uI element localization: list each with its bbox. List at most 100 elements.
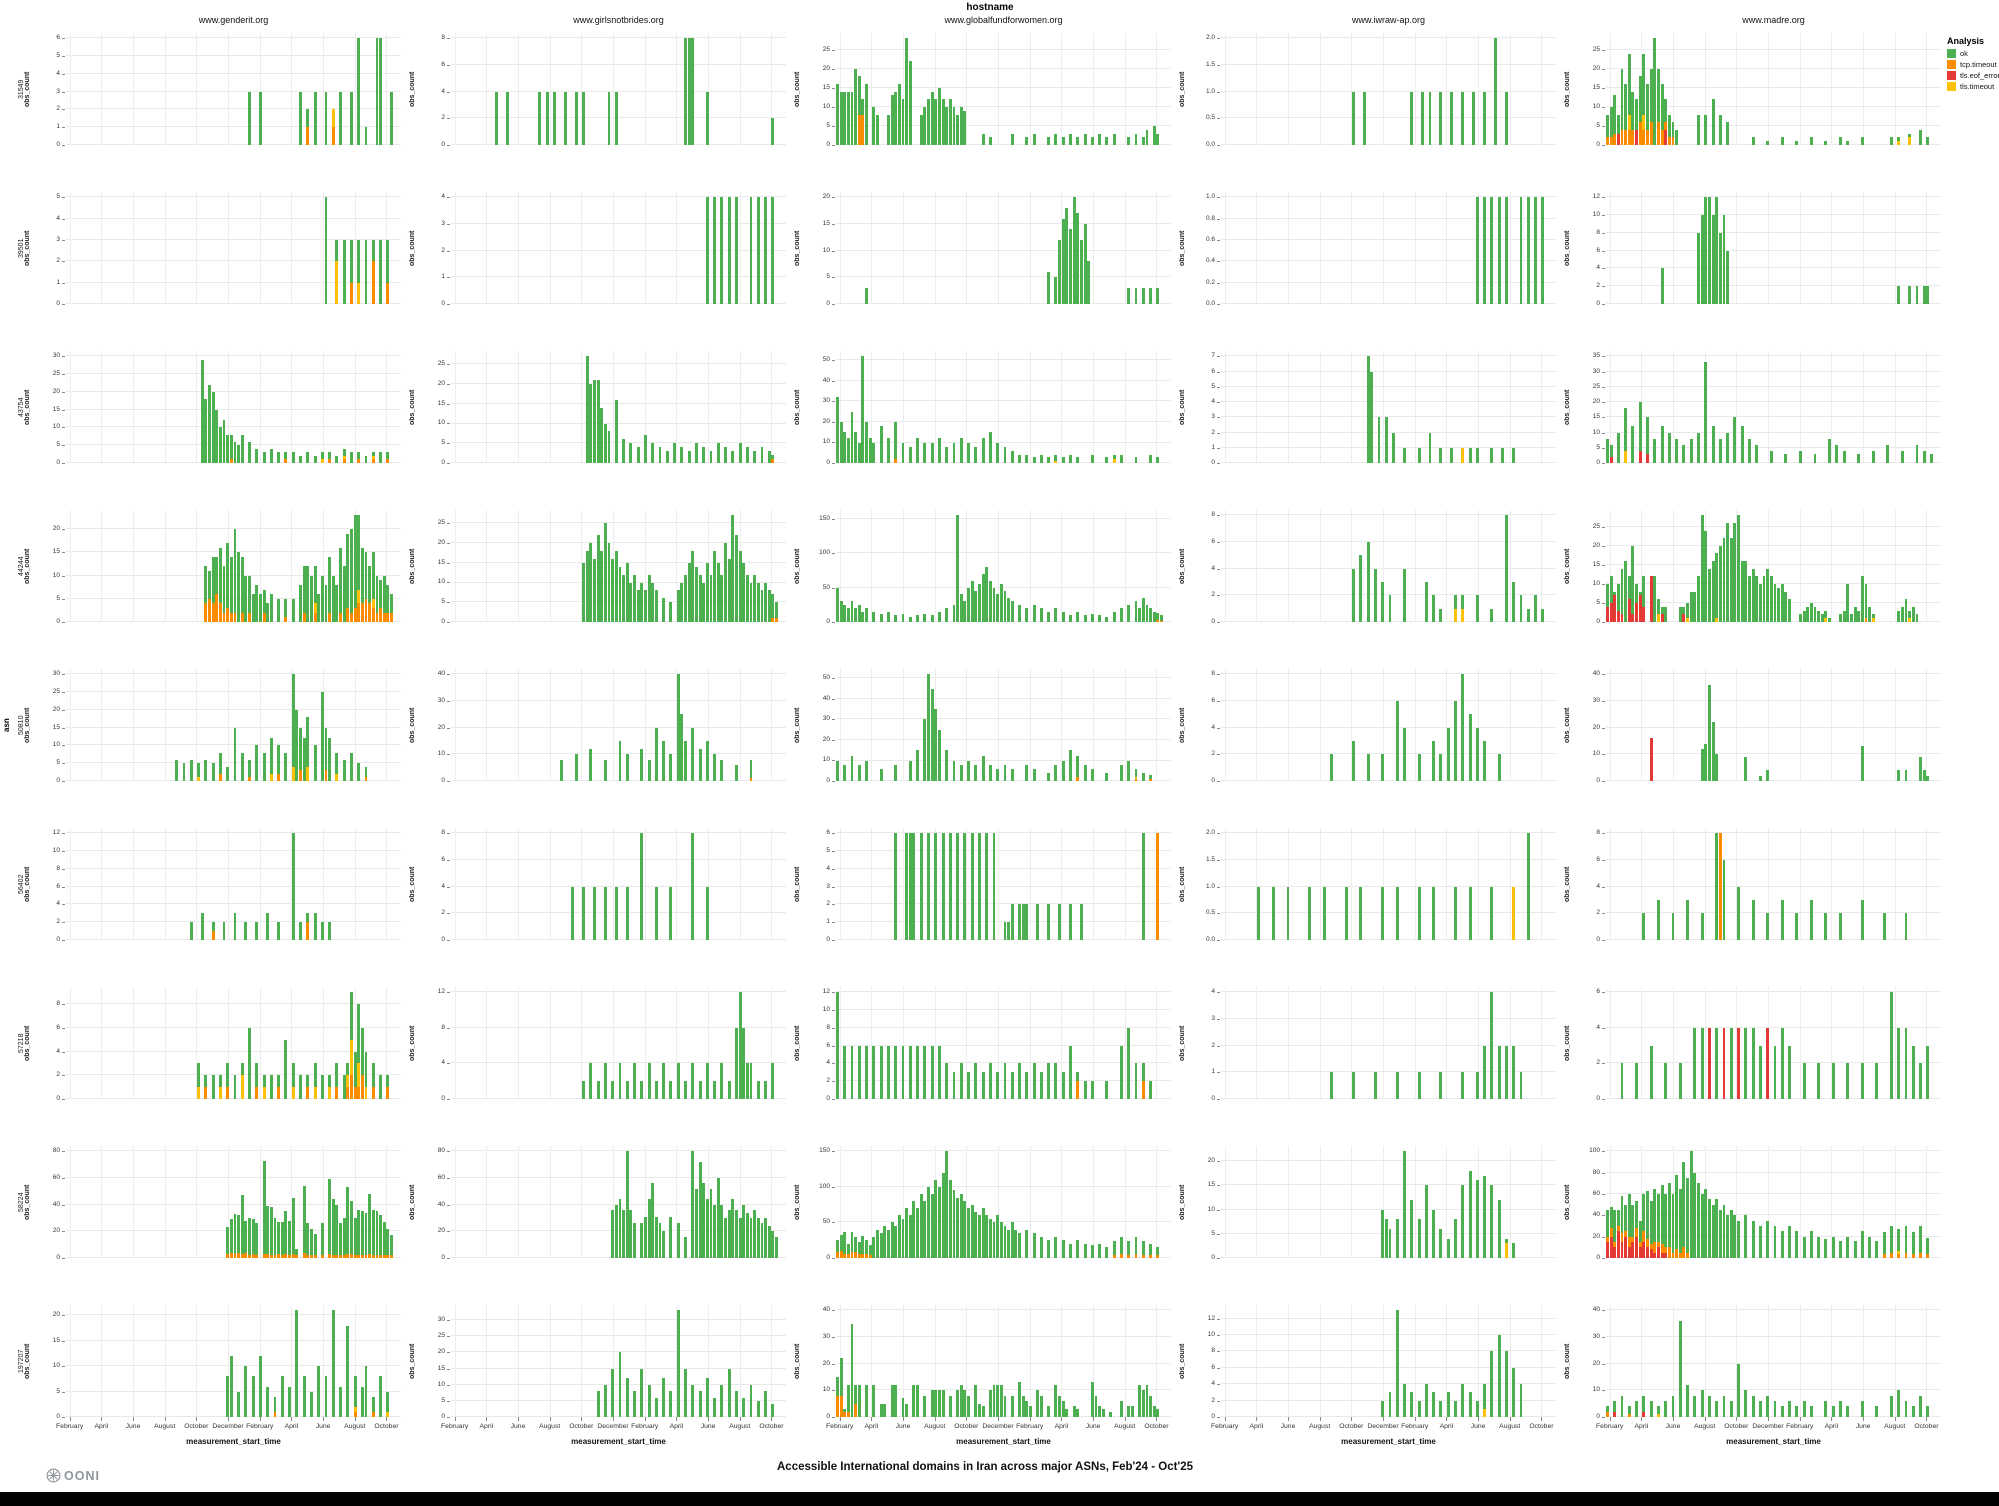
bar[interactable] [218, 547, 222, 622]
bar[interactable] [970, 833, 974, 940]
bar[interactable] [1773, 583, 1777, 622]
bar[interactable] [988, 1218, 992, 1258]
bar[interactable] [320, 692, 324, 781]
bar[interactable] [1733, 1215, 1737, 1258]
bar[interactable] [1729, 1401, 1733, 1417]
bar[interactable] [233, 441, 237, 463]
bar[interactable] [342, 566, 346, 622]
bar[interactable] [1919, 129, 1923, 145]
bar[interactable] [1025, 454, 1029, 463]
bar[interactable] [350, 240, 353, 304]
bar[interactable] [386, 1391, 390, 1417]
bar[interactable] [1047, 137, 1051, 145]
bar[interactable] [879, 768, 883, 781]
bar[interactable] [698, 749, 702, 781]
bar[interactable] [1087, 261, 1091, 304]
bar[interactable] [945, 106, 949, 145]
bar[interactable] [1134, 456, 1138, 463]
bar[interactable] [1141, 288, 1145, 304]
bar[interactable] [1076, 1072, 1080, 1099]
bar[interactable] [1809, 1406, 1813, 1417]
bar[interactable] [1842, 610, 1846, 622]
bar[interactable] [1606, 1406, 1609, 1417]
bar[interactable] [291, 598, 295, 622]
bar[interactable] [342, 240, 346, 304]
bar[interactable] [912, 1385, 916, 1417]
bar[interactable] [629, 582, 633, 622]
bar[interactable] [1395, 1072, 1399, 1099]
bar[interactable] [273, 1218, 277, 1258]
bar[interactable] [1642, 913, 1646, 940]
bar[interactable] [1664, 606, 1668, 622]
bar[interactable] [611, 1368, 615, 1417]
bar[interactable] [379, 38, 383, 145]
bar[interactable] [1090, 1245, 1094, 1258]
bar[interactable] [585, 356, 589, 463]
bar[interactable] [1036, 1390, 1040, 1417]
bar[interactable] [284, 452, 288, 463]
bar[interactable] [1512, 1367, 1516, 1417]
bar[interactable] [1715, 833, 1719, 940]
bar[interactable] [1656, 68, 1660, 145]
bar[interactable] [1286, 886, 1290, 940]
bar[interactable] [258, 1356, 262, 1417]
bar[interactable] [607, 543, 611, 622]
bar[interactable] [1156, 833, 1160, 940]
bar[interactable] [1704, 1188, 1708, 1258]
bar[interactable] [749, 582, 753, 622]
bar[interactable] [930, 91, 934, 145]
bar[interactable] [1671, 913, 1675, 940]
bar[interactable] [237, 445, 241, 463]
bar[interactable] [1722, 538, 1726, 622]
bar[interactable] [894, 1226, 898, 1258]
bar[interactable] [603, 523, 607, 622]
bar[interactable] [306, 452, 310, 463]
bar[interactable] [705, 197, 709, 304]
bar[interactable] [742, 1397, 746, 1417]
bar[interactable] [691, 727, 695, 781]
bar[interactable] [1454, 886, 1457, 940]
bar[interactable] [879, 426, 883, 463]
bar[interactable] [1707, 1027, 1711, 1099]
bar[interactable] [291, 452, 295, 463]
bar[interactable] [684, 1081, 687, 1099]
bar[interactable] [618, 741, 622, 781]
bar[interactable] [1675, 129, 1679, 145]
bar[interactable] [1352, 741, 1355, 781]
bar[interactable] [756, 1081, 760, 1099]
bar[interactable] [1076, 137, 1080, 145]
bar[interactable] [908, 616, 912, 622]
bar[interactable] [1638, 402, 1642, 463]
bar[interactable] [1751, 1220, 1755, 1258]
bar[interactable] [908, 833, 912, 940]
bar[interactable] [1904, 770, 1908, 781]
bar[interactable] [1010, 768, 1014, 781]
bar[interactable] [1149, 608, 1153, 622]
bar[interactable] [992, 1222, 996, 1258]
bar[interactable] [218, 427, 222, 463]
bar[interactable] [1395, 701, 1399, 781]
bar[interactable] [1748, 576, 1751, 622]
bar[interactable] [1352, 1072, 1355, 1099]
bar[interactable] [1722, 215, 1726, 304]
bar[interactable] [1076, 1240, 1080, 1258]
bar[interactable] [680, 714, 684, 781]
bar[interactable] [1740, 426, 1744, 463]
bar[interactable] [1010, 1222, 1014, 1258]
bar[interactable] [1112, 454, 1116, 463]
bar[interactable] [1751, 137, 1755, 145]
bar[interactable] [1439, 608, 1443, 622]
bar[interactable] [1631, 545, 1635, 622]
bar[interactable] [379, 580, 383, 622]
bar[interactable] [611, 558, 615, 622]
bar[interactable] [1505, 91, 1508, 145]
bar[interactable] [1156, 1409, 1160, 1417]
bar[interactable] [1366, 754, 1370, 781]
bar[interactable] [996, 1385, 1000, 1417]
bar[interactable] [687, 562, 691, 622]
bar[interactable] [680, 447, 684, 463]
bar[interactable] [618, 566, 622, 622]
bar[interactable] [1156, 133, 1160, 145]
bar[interactable] [1526, 197, 1530, 304]
bar[interactable] [865, 1240, 869, 1258]
